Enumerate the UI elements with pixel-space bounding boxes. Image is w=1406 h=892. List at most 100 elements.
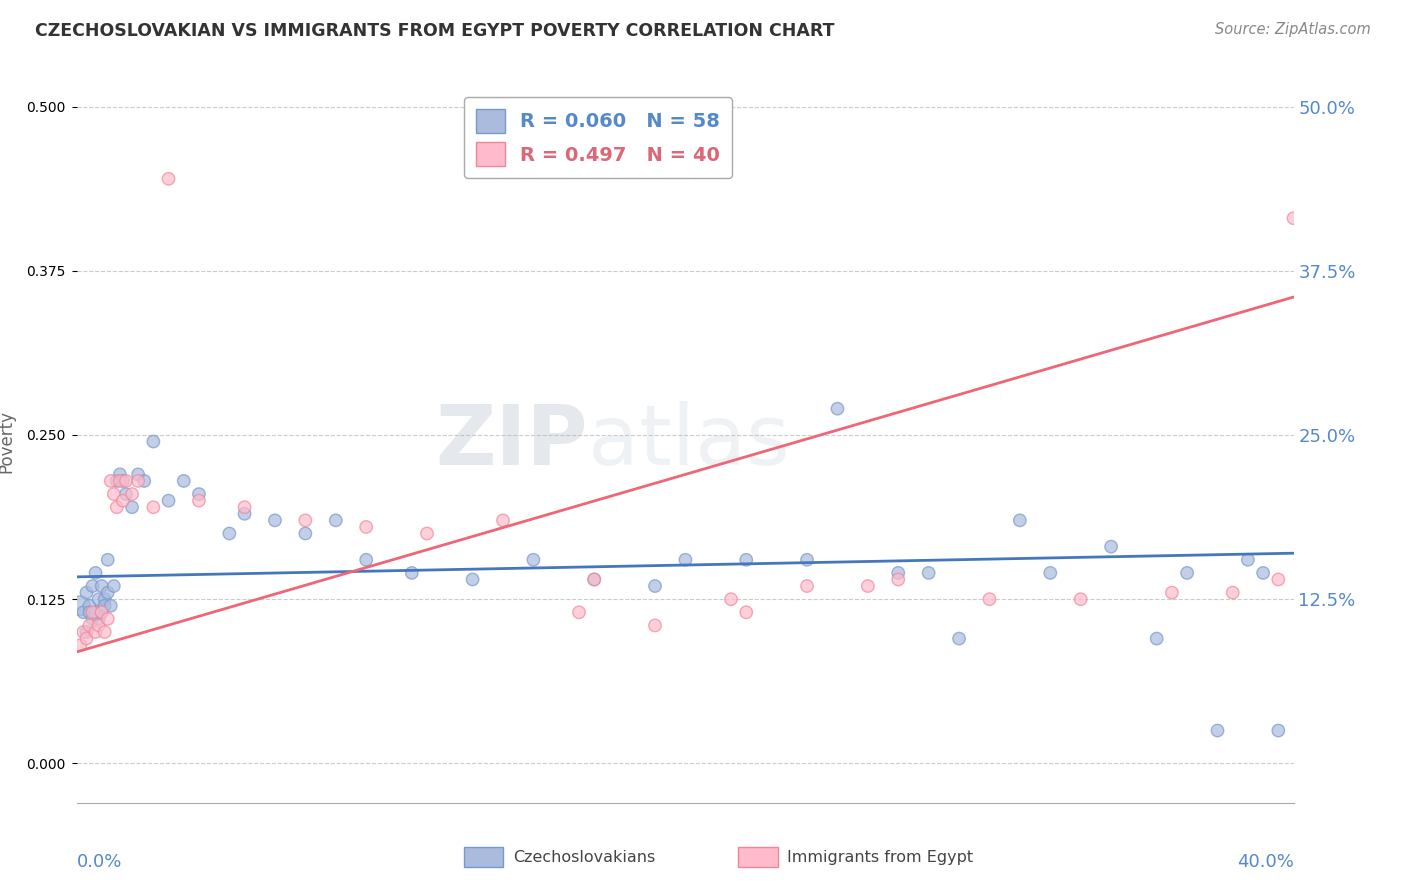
Point — [90, 605, 112, 619]
Point — [103, 487, 125, 501]
Point — [1039, 566, 1062, 580]
Point — [100, 474, 122, 488]
Point — [1206, 723, 1229, 738]
Point — [121, 487, 143, 501]
Point — [121, 500, 143, 515]
Point — [93, 592, 115, 607]
Point — [1146, 632, 1168, 646]
Point — [97, 585, 120, 599]
Point — [111, 474, 134, 488]
Point — [72, 605, 94, 619]
Point — [90, 605, 112, 619]
Text: atlas: atlas — [588, 401, 790, 482]
Point — [1267, 723, 1289, 738]
Text: CZECHOSLOVAKIAN VS IMMIGRANTS FROM EGYPT POVERTY CORRELATION CHART: CZECHOSLOVAKIAN VS IMMIGRANTS FROM EGYPT… — [35, 22, 835, 40]
Point — [1267, 573, 1289, 587]
Point — [461, 573, 484, 587]
Point — [401, 566, 423, 580]
Point — [492, 513, 515, 527]
Point — [1008, 513, 1031, 527]
Point — [82, 612, 104, 626]
Point — [108, 467, 131, 482]
Point — [918, 566, 941, 580]
Point — [188, 493, 211, 508]
Point — [142, 434, 165, 449]
Point — [69, 599, 91, 613]
Text: Czechoslovakians: Czechoslovakians — [513, 850, 655, 864]
Point — [583, 573, 606, 587]
Point — [93, 599, 115, 613]
Point — [111, 493, 134, 508]
Point — [1175, 566, 1198, 580]
Point — [93, 625, 115, 640]
Text: Source: ZipAtlas.com: Source: ZipAtlas.com — [1215, 22, 1371, 37]
Point — [87, 592, 110, 607]
Point — [294, 526, 316, 541]
Point — [75, 625, 97, 640]
Point — [735, 553, 758, 567]
Point — [97, 553, 120, 567]
Point — [127, 467, 149, 482]
Point — [325, 513, 347, 527]
Point — [1222, 585, 1244, 599]
Point — [1237, 553, 1260, 567]
Point — [84, 605, 107, 619]
Point — [568, 605, 591, 619]
Point — [827, 401, 849, 416]
Text: ZIP: ZIP — [436, 401, 588, 482]
Point — [173, 474, 195, 488]
Point — [644, 618, 666, 632]
Text: 0.0%: 0.0% — [77, 854, 122, 871]
Point — [97, 612, 120, 626]
Point — [218, 526, 240, 541]
Point — [84, 566, 107, 580]
Y-axis label: Poverty: Poverty — [0, 410, 15, 473]
Point — [354, 553, 377, 567]
Point — [1161, 585, 1184, 599]
Point — [87, 618, 110, 632]
Point — [134, 474, 156, 488]
Point — [127, 474, 149, 488]
Point — [157, 493, 180, 508]
Point — [105, 474, 128, 488]
Point — [720, 592, 742, 607]
Point — [115, 487, 138, 501]
Point — [979, 592, 1001, 607]
Point — [75, 585, 97, 599]
Point — [90, 579, 112, 593]
Point — [1251, 566, 1274, 580]
Point — [264, 513, 287, 527]
Point — [1282, 211, 1305, 226]
Point — [69, 638, 91, 652]
Point — [79, 618, 101, 632]
Point — [887, 573, 910, 587]
Point — [522, 553, 544, 567]
Point — [1070, 592, 1092, 607]
Point — [100, 599, 122, 613]
Point — [103, 579, 125, 593]
Text: Immigrants from Egypt: Immigrants from Egypt — [787, 850, 973, 864]
Point — [105, 500, 128, 515]
Point — [1099, 540, 1122, 554]
Point — [856, 579, 879, 593]
Text: 40.0%: 40.0% — [1237, 854, 1294, 871]
Point — [887, 566, 910, 580]
Point — [796, 579, 818, 593]
Point — [82, 579, 104, 593]
Point — [79, 605, 101, 619]
Point — [75, 632, 97, 646]
Point — [233, 500, 256, 515]
Point — [115, 474, 138, 488]
Point — [416, 526, 439, 541]
Point — [675, 553, 697, 567]
Point — [79, 599, 101, 613]
Point — [87, 612, 110, 626]
Point — [354, 520, 377, 534]
Point — [294, 513, 316, 527]
Legend: R = 0.060   N = 58, R = 0.497   N = 40: R = 0.060 N = 58, R = 0.497 N = 40 — [464, 97, 733, 178]
Point — [796, 553, 818, 567]
Point — [72, 625, 94, 640]
Point — [84, 625, 107, 640]
Point — [157, 171, 180, 186]
Point — [108, 474, 131, 488]
